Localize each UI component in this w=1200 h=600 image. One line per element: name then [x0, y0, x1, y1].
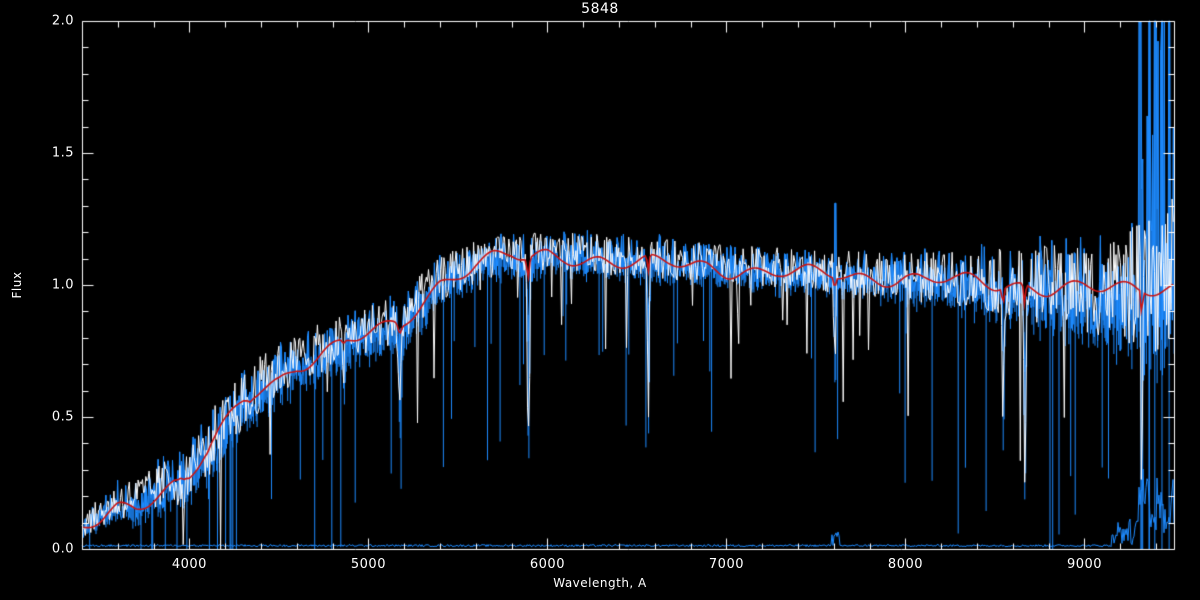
y-tick-label: 0.0 — [51, 541, 74, 557]
x-axis-title: Wavelength, A — [553, 576, 647, 590]
x-tick-label: 6000 — [529, 557, 565, 572]
y-axis-title: Flux — [10, 271, 24, 299]
x-tick-label: 7000 — [708, 557, 744, 572]
x-tick-label: 8000 — [887, 557, 924, 572]
y-tick-label: 2.0 — [51, 13, 74, 29]
x-tick-label: 4000 — [171, 557, 207, 572]
x-tick-label: 5000 — [350, 557, 386, 572]
y-tick-label: 1.5 — [51, 145, 74, 161]
y-tick-label: 0.5 — [51, 409, 74, 425]
page-title: 5848 — [581, 1, 619, 17]
y-tick-label: 1.0 — [51, 277, 74, 293]
x-tick-label: 9000 — [1066, 557, 1103, 572]
